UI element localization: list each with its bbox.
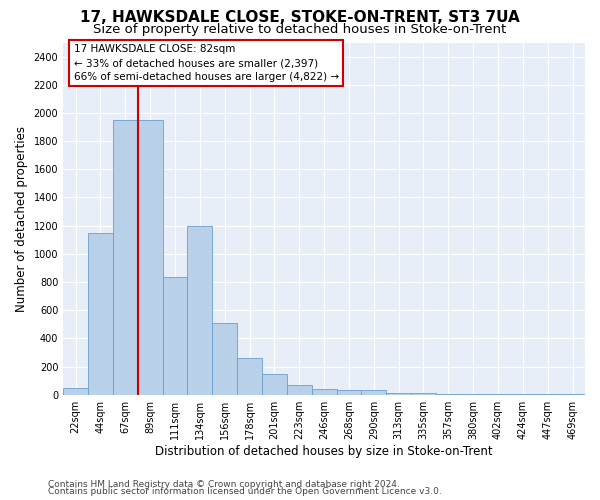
Text: Contains public sector information licensed under the Open Government Licence v3: Contains public sector information licen… [48, 487, 442, 496]
Bar [63, 388, 88, 394]
Text: 17, HAWKSDALE CLOSE, STOKE-ON-TRENT, ST3 7UA: 17, HAWKSDALE CLOSE, STOKE-ON-TRENT, ST3… [80, 10, 520, 25]
Bar [311, 389, 337, 394]
Bar [262, 374, 287, 394]
Text: Contains HM Land Registry data © Crown copyright and database right 2024.: Contains HM Land Registry data © Crown c… [48, 480, 400, 489]
Bar [287, 385, 311, 394]
X-axis label: Distribution of detached houses by size in Stoke-on-Trent: Distribution of detached houses by size … [155, 444, 493, 458]
Bar [237, 358, 262, 395]
Bar [337, 390, 361, 394]
Y-axis label: Number of detached properties: Number of detached properties [15, 126, 28, 312]
Bar [113, 120, 138, 394]
Bar [88, 232, 113, 394]
Bar [361, 390, 386, 394]
Bar [138, 120, 163, 394]
Text: Size of property relative to detached houses in Stoke-on-Trent: Size of property relative to detached ho… [94, 22, 506, 36]
Bar [212, 323, 237, 394]
Text: 17 HAWKSDALE CLOSE: 82sqm
← 33% of detached houses are smaller (2,397)
66% of se: 17 HAWKSDALE CLOSE: 82sqm ← 33% of detac… [74, 44, 339, 82]
Bar [163, 277, 187, 394]
Bar [187, 226, 212, 394]
